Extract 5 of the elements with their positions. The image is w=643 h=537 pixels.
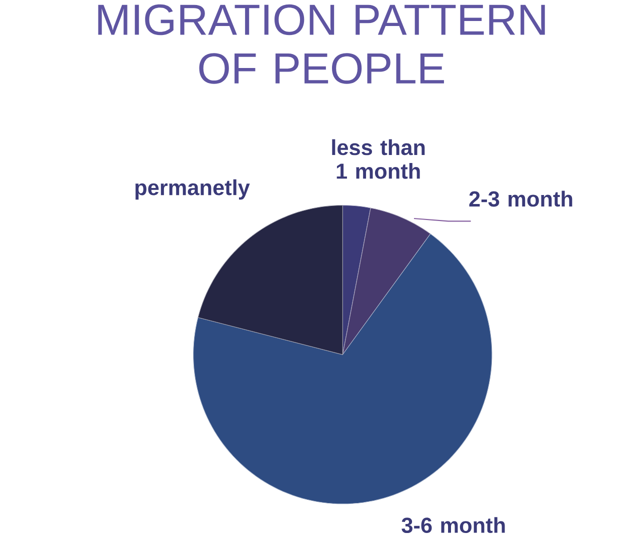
- slice-label: less than 1 month: [332, 139, 425, 179]
- slice-label: 2-3 month: [469, 190, 572, 206]
- chart-title: MIGRATION PATTERN OF PEOPLE: [98, 4, 545, 84]
- slice-label: 3-6 month: [402, 516, 505, 533]
- slice-label: permanetly: [136, 179, 250, 200]
